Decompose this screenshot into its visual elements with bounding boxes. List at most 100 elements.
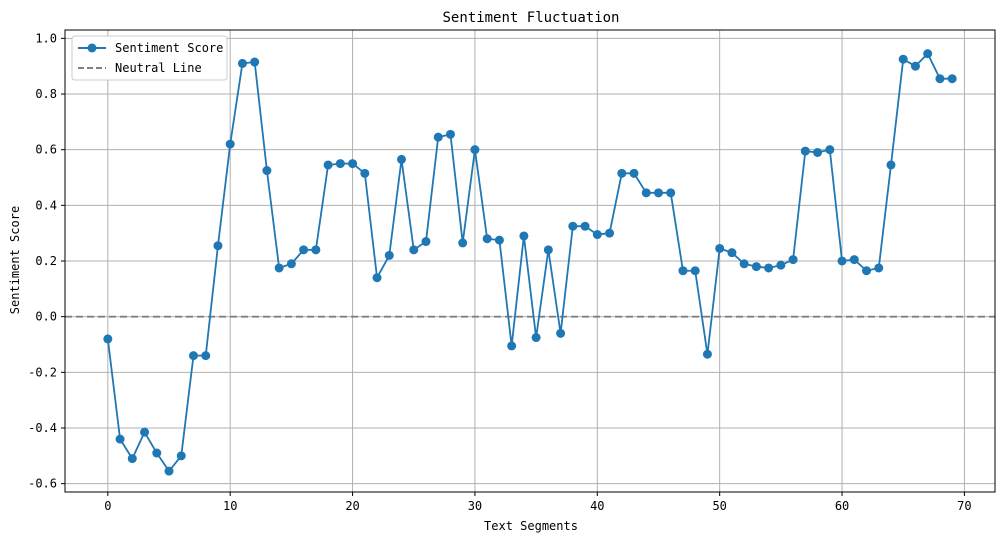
y-tick-label: 0.0: [35, 310, 57, 324]
x-tick-label: 70: [957, 499, 971, 513]
legend: Sentiment Score Neutral Line: [71, 35, 228, 81]
sentiment-data-point: [837, 256, 847, 266]
sentiment-data-point: [849, 255, 859, 265]
y-tick-label: 0.2: [35, 254, 57, 268]
x-tick-label: 40: [590, 499, 604, 513]
x-tick-label: 0: [104, 499, 111, 513]
legend-label-neutral-line: Neutral Line: [115, 61, 202, 75]
sentiment-data-point: [103, 334, 113, 344]
y-axis-ticks: -0.6 -0.4 -0.2 0.0 0.2 0.4 0.6 0.8 1.0: [28, 31, 65, 491]
sentiment-data-point: [348, 159, 358, 169]
sentiment-data-point: [237, 58, 247, 68]
y-tick-label: -0.2: [28, 365, 57, 379]
sentiment-data-point: [250, 57, 260, 67]
sentiment-data-point: [225, 139, 235, 149]
sentiment-data-point: [580, 221, 590, 231]
sentiment-data-point: [433, 132, 443, 142]
y-tick-label: 1.0: [35, 31, 57, 45]
sentiment-data-point: [482, 234, 492, 244]
y-tick-label: 0.4: [35, 198, 57, 212]
sentiment-data-point: [666, 188, 676, 198]
y-tick-label: 0.8: [35, 87, 57, 101]
sentiment-data-point: [788, 255, 798, 265]
y-tick-label: 0.6: [35, 143, 57, 157]
sentiment-data-point: [935, 74, 945, 84]
sentiment-data-point: [886, 160, 896, 170]
sentiment-data-point: [923, 49, 933, 59]
sentiment-data-point: [164, 466, 174, 476]
x-tick-label: 10: [223, 499, 237, 513]
sentiment-data-point: [299, 245, 309, 255]
sentiment-series-line: [106, 52, 953, 473]
sentiment-data-point: [862, 266, 872, 276]
sentiment-data-point: [397, 154, 407, 164]
sentiment-data-point: [629, 168, 639, 178]
sentiment-data-point: [384, 250, 394, 260]
y-tick-label: -0.4: [28, 421, 57, 435]
sentiment-data-point: [739, 259, 749, 269]
sentiment-data-point: [727, 248, 737, 258]
sentiment-data-point: [311, 245, 321, 255]
sentiment-data-point: [605, 228, 615, 238]
sentiment-data-point: [592, 230, 602, 240]
sentiment-data-point: [556, 328, 566, 338]
sentiment-data-point: [678, 266, 688, 276]
sentiment-data-point: [323, 160, 333, 170]
x-axis-label: Text Segments: [484, 519, 578, 533]
sentiment-data-point: [813, 147, 823, 157]
sentiment-data-point: [421, 237, 431, 247]
sentiment-data-point: [470, 145, 480, 155]
sentiment-data-point: [568, 221, 578, 231]
sentiment-data-point: [262, 166, 272, 176]
legend-series-marker: [87, 43, 97, 53]
legend-box: [71, 35, 228, 81]
sentiment-data-point: [213, 241, 223, 251]
sentiment-data-point: [507, 341, 517, 351]
sentiment-data-point: [494, 235, 504, 245]
x-tick-label: 60: [835, 499, 849, 513]
grid: [65, 30, 995, 492]
sentiment-data-point: [776, 260, 786, 270]
sentiment-data-point: [690, 266, 700, 276]
x-tick-label: 50: [712, 499, 726, 513]
sentiment-data-point: [715, 243, 725, 253]
x-tick-label: 30: [468, 499, 482, 513]
sentiment-data-point: [152, 448, 162, 458]
sentiment-data-point: [115, 434, 125, 444]
sentiment-data-point: [335, 159, 345, 169]
sentiment-data-point: [176, 451, 186, 461]
sentiment-data-point: [641, 188, 651, 198]
legend-label-sentiment-score: Sentiment Score: [115, 41, 223, 55]
sentiment-data-point: [764, 263, 774, 273]
sentiment-data-point: [519, 231, 529, 241]
sentiment-data-point: [702, 349, 712, 359]
x-axis-ticks: 0 10 20 30 40 50 60 70: [104, 492, 972, 513]
chart-title: Sentiment Fluctuation: [442, 10, 619, 26]
series-layer: [103, 49, 957, 476]
sentiment-data-point: [751, 262, 761, 272]
y-tick-label: -0.6: [28, 477, 57, 491]
x-tick-label: 20: [345, 499, 359, 513]
sentiment-data-point: [531, 333, 541, 343]
sentiment-data-point: [898, 54, 908, 64]
y-axis-label: Sentiment Score: [8, 206, 22, 314]
sentiment-data-point: [409, 245, 419, 255]
sentiment-data-point: [800, 146, 810, 156]
sentiment-data-point: [617, 168, 627, 178]
sentiment-data-point: [274, 263, 284, 273]
sentiment-data-point: [874, 263, 884, 273]
sentiment-data-point: [910, 61, 920, 71]
sentiment-data-point: [188, 351, 198, 361]
sentiment-data-point: [372, 273, 382, 283]
sentiment-data-point: [653, 188, 663, 198]
sentiment-data-point: [445, 129, 455, 139]
sentiment-data-point: [543, 245, 553, 255]
sentiment-data-point: [201, 351, 211, 361]
sentiment-data-point: [947, 74, 957, 84]
sentiment-data-point: [360, 168, 370, 178]
sentiment-data-point: [127, 454, 137, 464]
sentiment-data-point: [825, 145, 835, 155]
sentiment-data-point: [458, 238, 468, 248]
sentiment-data-point: [140, 427, 150, 437]
